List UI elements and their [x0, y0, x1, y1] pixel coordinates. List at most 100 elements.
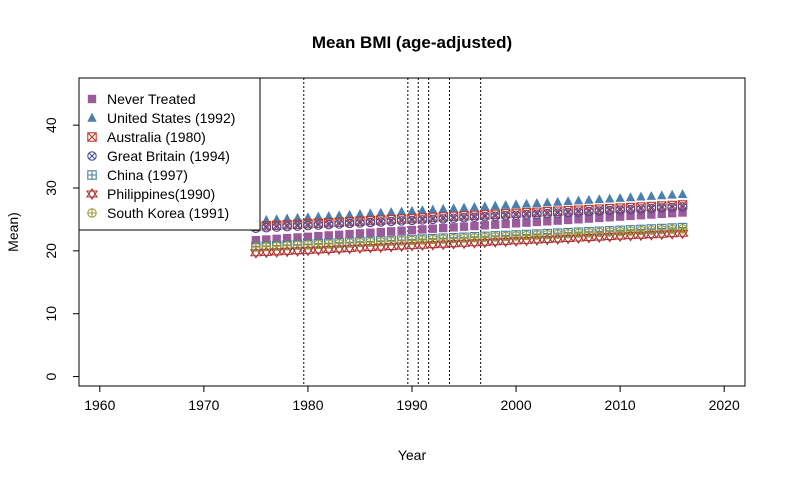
- data-point: [511, 208, 521, 219]
- data-point: [646, 191, 657, 200]
- data-point-cross: [563, 206, 573, 216]
- data-point-circle: [396, 216, 407, 226]
- data-point: [552, 196, 563, 206]
- data-point-plus: [636, 226, 646, 235]
- data-point-plus: [574, 229, 583, 238]
- data-point-cross: [637, 205, 645, 213]
- data-point-plus: [480, 233, 490, 242]
- data-point: [344, 218, 355, 229]
- data-point: [407, 213, 417, 224]
- data-point-cross: [460, 214, 468, 222]
- data-point: [500, 209, 511, 219]
- data-point: [386, 236, 396, 247]
- data-point-circle: [615, 205, 625, 215]
- data-point-cross: [667, 200, 677, 211]
- data-point-cross: [491, 212, 499, 220]
- data-point-cross: [428, 212, 438, 223]
- data-point-circle: [428, 214, 438, 225]
- data-point-cross: [283, 223, 291, 231]
- data-point: [594, 194, 605, 204]
- data-point-cross: [625, 202, 636, 213]
- data-point-cross: [502, 212, 510, 220]
- data-point-cross: [469, 210, 480, 220]
- data-point-cross: [636, 202, 646, 212]
- y-tick-label: 0: [43, 372, 59, 380]
- data-point-circle: [511, 210, 521, 220]
- data-point: [448, 203, 459, 213]
- series-3: [251, 202, 688, 233]
- data-point: [417, 235, 428, 245]
- data-point: [469, 232, 480, 243]
- data-point-circle: [584, 206, 594, 217]
- data-point: [625, 204, 636, 215]
- data-point: [396, 206, 407, 216]
- data-point: [344, 209, 355, 219]
- data-point-cross: [584, 205, 594, 215]
- data-point: [594, 227, 605, 238]
- data-point-cross: [542, 207, 552, 217]
- data-point-cross: [398, 217, 406, 225]
- legend-label: Great Britain (1994): [107, 148, 230, 164]
- data-point: [334, 230, 344, 239]
- data-point: [521, 230, 532, 241]
- data-point: [573, 228, 584, 239]
- data-point: [407, 235, 417, 246]
- data-point: [459, 233, 469, 243]
- data-point: [615, 203, 625, 213]
- data-point-circle: [604, 205, 615, 216]
- data-point-plus: [418, 235, 427, 245]
- data-point-cross: [314, 221, 322, 229]
- plot-area: 1960 1970 1980 1990 2000 2010 2020 0 10 20 30 40: [43, 78, 740, 413]
- data-point-circle: [355, 218, 365, 228]
- legend-label: Never Treated: [107, 91, 196, 107]
- data-point: [438, 234, 448, 244]
- data-point: [303, 240, 313, 250]
- data-point-cross: [366, 219, 374, 226]
- legend-marker-down: [86, 190, 98, 201]
- x-tick-label: 1970: [188, 397, 219, 413]
- data-point: [678, 208, 687, 217]
- data-point-circle: [417, 215, 428, 225]
- data-point: [376, 217, 386, 227]
- data-point: [469, 212, 480, 223]
- data-point: [636, 211, 646, 220]
- data-point: [480, 212, 490, 222]
- data-point-up: [426, 238, 439, 249]
- data-point-up: [249, 246, 262, 257]
- data-point: [626, 211, 635, 221]
- data-point: [647, 210, 656, 219]
- data-point-plus: [626, 226, 635, 236]
- x-tick-label: 1990: [396, 397, 427, 413]
- data-point: [563, 205, 573, 216]
- data-point-circle: [677, 202, 688, 212]
- data-point: [272, 234, 281, 244]
- data-point: [604, 227, 615, 237]
- legend-marker-box: [87, 132, 97, 142]
- data-point: [574, 215, 583, 224]
- legend-marker: [87, 170, 97, 180]
- data-point-plus: [272, 241, 281, 251]
- data-point-cross: [606, 207, 614, 214]
- data-point: [417, 205, 428, 215]
- data-point: [563, 207, 573, 218]
- data-point: [636, 204, 646, 214]
- data-point-plus: [553, 229, 562, 239]
- legend-marker-cross: [87, 132, 97, 142]
- x-tick-label: 2010: [605, 397, 636, 413]
- data-point: [594, 206, 605, 216]
- data-point-plus: [605, 227, 614, 237]
- data-point: [667, 202, 677, 213]
- data-point: [677, 224, 688, 234]
- data-point-plus: [314, 240, 323, 249]
- data-point: [677, 189, 688, 198]
- legend-marker: [87, 112, 97, 122]
- data-point: [511, 210, 521, 220]
- data-point-cross: [303, 219, 313, 229]
- data-point-circle: [552, 208, 563, 218]
- data-point: [344, 238, 355, 248]
- data-point-cross: [543, 210, 551, 218]
- data-point: [355, 237, 365, 248]
- data-point-plus: [303, 240, 313, 250]
- data-point-cross: [511, 208, 521, 218]
- data-point: [439, 223, 448, 233]
